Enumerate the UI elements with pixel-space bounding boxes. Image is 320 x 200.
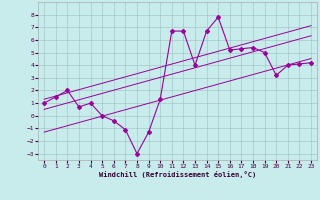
X-axis label: Windchill (Refroidissement éolien,°C): Windchill (Refroidissement éolien,°C) xyxy=(99,171,256,178)
